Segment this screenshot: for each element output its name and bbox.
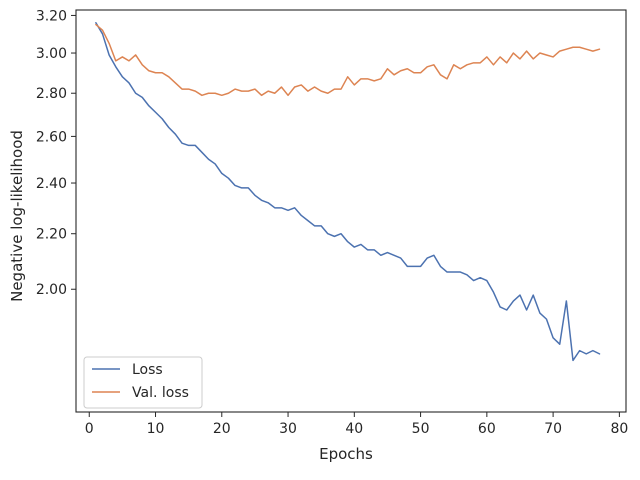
- y-tick-label: 3.00: [36, 46, 67, 62]
- legend-label-0: Loss: [132, 362, 163, 378]
- legend-label-1: Val. loss: [132, 385, 189, 401]
- x-tick-label: 70: [544, 421, 562, 437]
- plot-area: [95, 22, 601, 362]
- x-tick-label: 10: [147, 421, 165, 437]
- y-axis-label: Negative log-likelihood: [8, 130, 26, 302]
- y-tick-label: 2.00: [36, 282, 67, 298]
- x-tick-label: 50: [412, 421, 430, 437]
- x-tick-label: 20: [213, 421, 231, 437]
- axes: 0 10 20 30 40 50 60 70 80 2.00 2.20 2.40 2.60 2.80 3.0…: [36, 8, 628, 437]
- x-tick-label: 80: [610, 421, 628, 437]
- y-tick-label: 2.60: [36, 129, 67, 145]
- series-line-0: [95, 22, 601, 362]
- legend: Loss Val. loss: [83, 356, 203, 409]
- y-tick-label: 2.80: [36, 86, 67, 102]
- x-tick-label: 30: [279, 421, 297, 437]
- x-tick-label: 0: [85, 421, 94, 437]
- y-tick-label: 3.20: [36, 8, 67, 24]
- series-line-1: [95, 23, 601, 97]
- axes-frame: [75, 9, 627, 413]
- x-axis-label: Epochs: [319, 445, 373, 463]
- x-tick-label: 60: [478, 421, 496, 437]
- x-tick-label: 40: [345, 421, 363, 437]
- y-tick-label: 2.40: [36, 176, 67, 192]
- y-tick-label: 2.20: [36, 227, 67, 243]
